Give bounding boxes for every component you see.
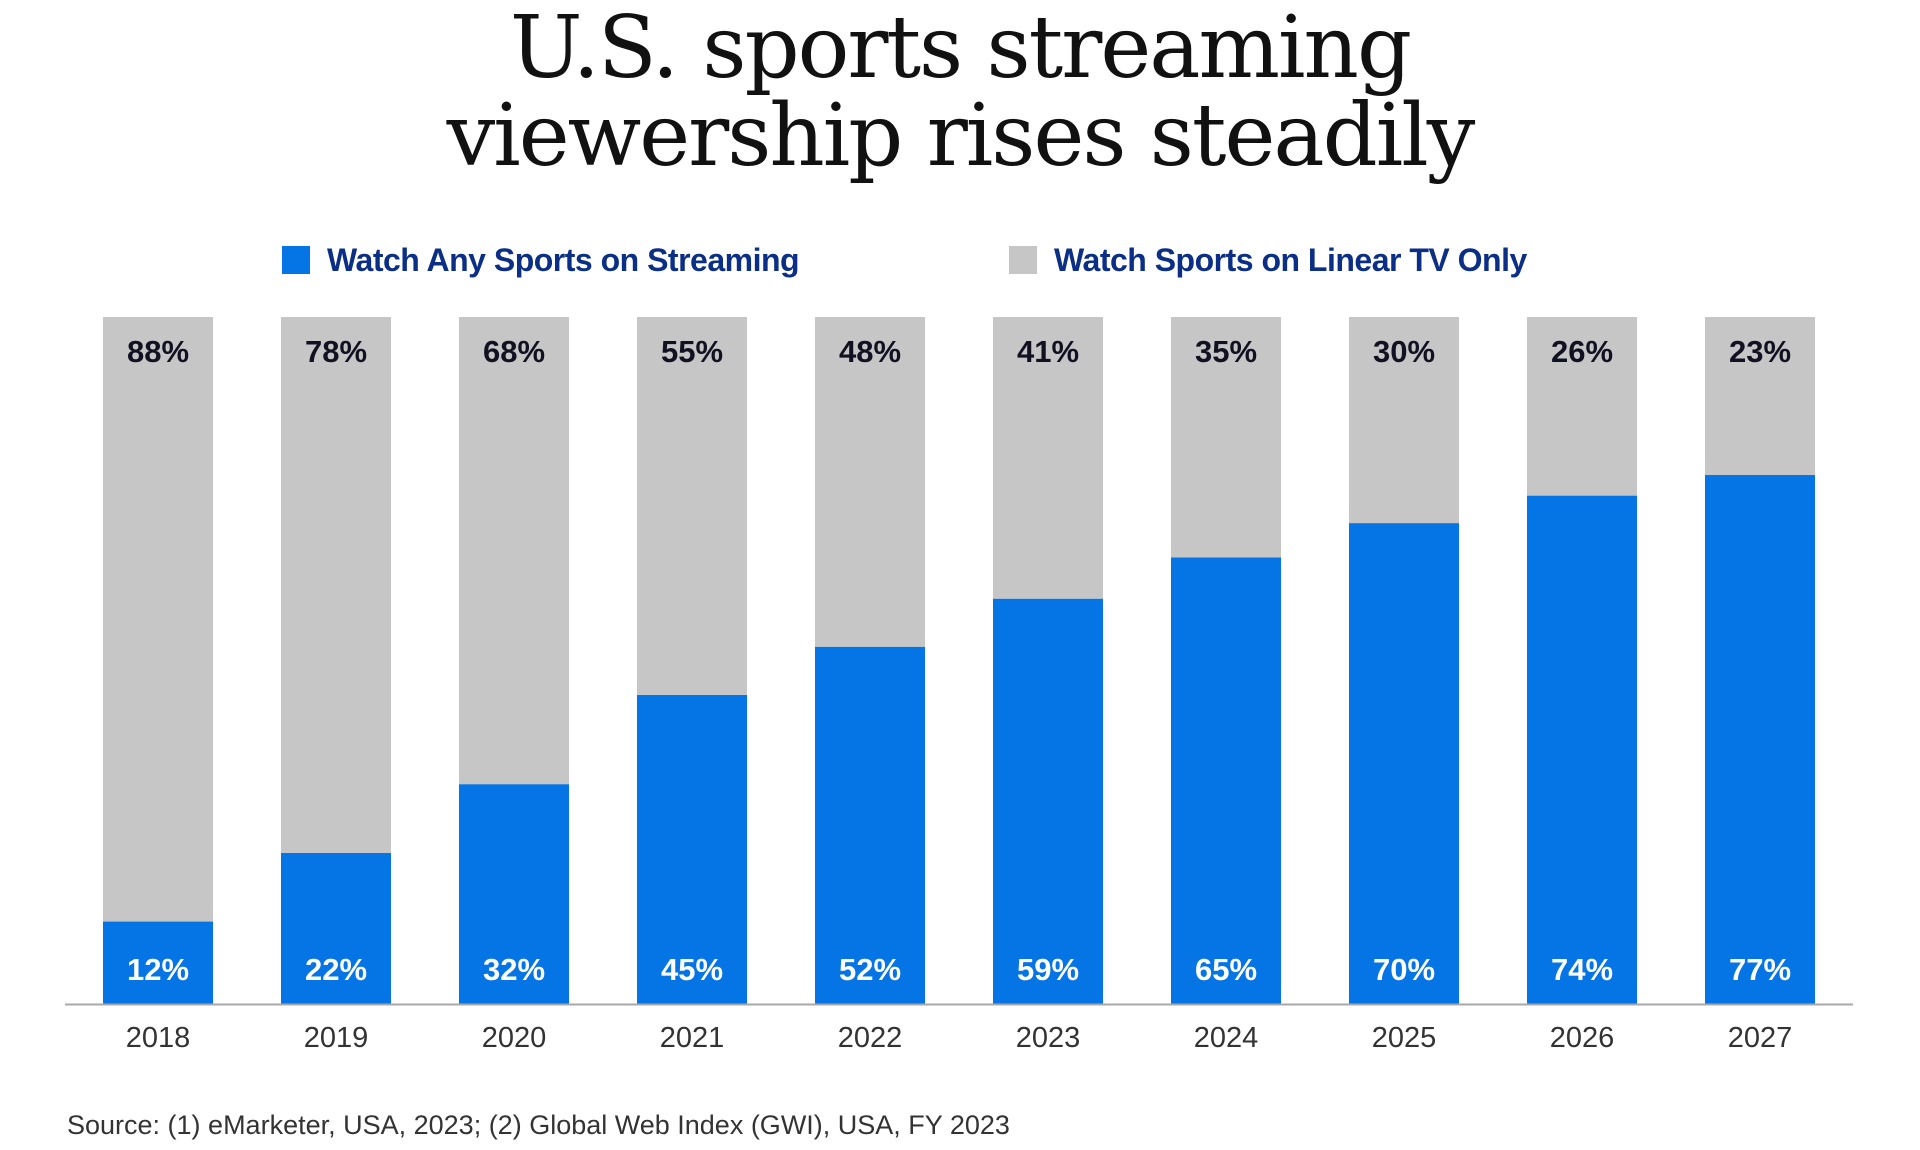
data-label-streaming-2018: 12% bbox=[127, 952, 189, 987]
x-tick-label-2019: 2019 bbox=[304, 1022, 369, 1054]
data-label-streaming-2026: 74% bbox=[1551, 952, 1613, 987]
data-label-linear-2027: 23% bbox=[1729, 334, 1791, 369]
x-tick-label-2021: 2021 bbox=[660, 1022, 725, 1054]
bar-linear-2025 bbox=[1349, 317, 1459, 524]
bar-linear-2027 bbox=[1705, 317, 1815, 476]
bar-linear-2024 bbox=[1171, 317, 1281, 558]
data-label-linear-2020: 68% bbox=[483, 334, 545, 369]
data-label-streaming-2019: 22% bbox=[305, 952, 367, 987]
data-label-linear-2022: 48% bbox=[839, 334, 901, 369]
bar-linear-2026 bbox=[1527, 317, 1637, 496]
bar-linear-2019 bbox=[281, 317, 391, 853]
chart-title-line-1: U.S. sports streaming bbox=[509, 0, 1412, 98]
x-tick-label-2022: 2022 bbox=[838, 1022, 903, 1054]
bar-streaming-2024 bbox=[1171, 557, 1281, 1004]
bar-linear-2022 bbox=[815, 317, 925, 647]
bar-linear-2021 bbox=[637, 317, 747, 695]
legend-swatch-linear bbox=[1009, 246, 1037, 274]
x-tick-label-2027: 2027 bbox=[1728, 1022, 1793, 1054]
data-label-linear-2026: 26% bbox=[1551, 334, 1613, 369]
data-label-streaming-2027: 77% bbox=[1729, 952, 1791, 987]
bar-linear-2018 bbox=[103, 317, 213, 922]
bar-streaming-2026 bbox=[1527, 495, 1637, 1004]
x-tick-label-2024: 2024 bbox=[1194, 1022, 1259, 1054]
data-label-linear-2025: 30% bbox=[1373, 334, 1435, 369]
data-label-linear-2018: 88% bbox=[127, 334, 189, 369]
bar-streaming-2021 bbox=[637, 694, 747, 1004]
bar-linear-2023 bbox=[993, 317, 1103, 599]
source-note: Source: (1) eMarketer, USA, 2023; (2) Gl… bbox=[67, 1110, 1010, 1140]
data-label-linear-2023: 41% bbox=[1017, 334, 1079, 369]
bar-linear-2020 bbox=[459, 317, 569, 785]
legend-item-streaming: Watch Any Sports on Streaming bbox=[282, 241, 800, 278]
data-label-streaming-2022: 52% bbox=[839, 952, 901, 987]
chart-title-line-2: viewership rises steadily bbox=[446, 86, 1476, 186]
legend-label-streaming: Watch Any Sports on Streaming bbox=[327, 241, 800, 278]
bar-streaming-2023 bbox=[993, 598, 1103, 1004]
data-label-linear-2021: 55% bbox=[661, 334, 723, 369]
legend-item-linear: Watch Sports on Linear TV Only bbox=[1009, 242, 1527, 278]
x-tick-label-2025: 2025 bbox=[1372, 1022, 1437, 1054]
bar-streaming-2027 bbox=[1705, 475, 1815, 1004]
x-tick-label-2018: 2018 bbox=[126, 1022, 191, 1054]
bar-streaming-2020 bbox=[459, 784, 569, 1004]
data-label-linear-2024: 35% bbox=[1195, 334, 1257, 369]
bar-streaming-2022 bbox=[815, 646, 925, 1004]
x-tick-label-2023: 2023 bbox=[1016, 1022, 1081, 1054]
data-label-streaming-2024: 65% bbox=[1195, 952, 1257, 987]
data-label-linear-2019: 78% bbox=[305, 334, 367, 369]
data-label-streaming-2025: 70% bbox=[1373, 952, 1435, 987]
x-tick-label-2020: 2020 bbox=[482, 1022, 547, 1054]
legend-label-linear: Watch Sports on Linear TV Only bbox=[1054, 241, 1527, 278]
chart-title: U.S. sports streaming viewership rises s… bbox=[0, 0, 1920, 180]
bar-streaming-2019 bbox=[281, 852, 391, 1004]
bar-streaming-2025 bbox=[1349, 523, 1459, 1004]
data-label-streaming-2020: 32% bbox=[483, 952, 545, 987]
bar-streaming-2018 bbox=[103, 921, 213, 1004]
data-label-streaming-2021: 45% bbox=[661, 952, 723, 987]
x-tick-label-2026: 2026 bbox=[1550, 1022, 1615, 1054]
legend-swatch-streaming bbox=[282, 246, 310, 274]
data-label-streaming-2023: 59% bbox=[1017, 952, 1079, 987]
